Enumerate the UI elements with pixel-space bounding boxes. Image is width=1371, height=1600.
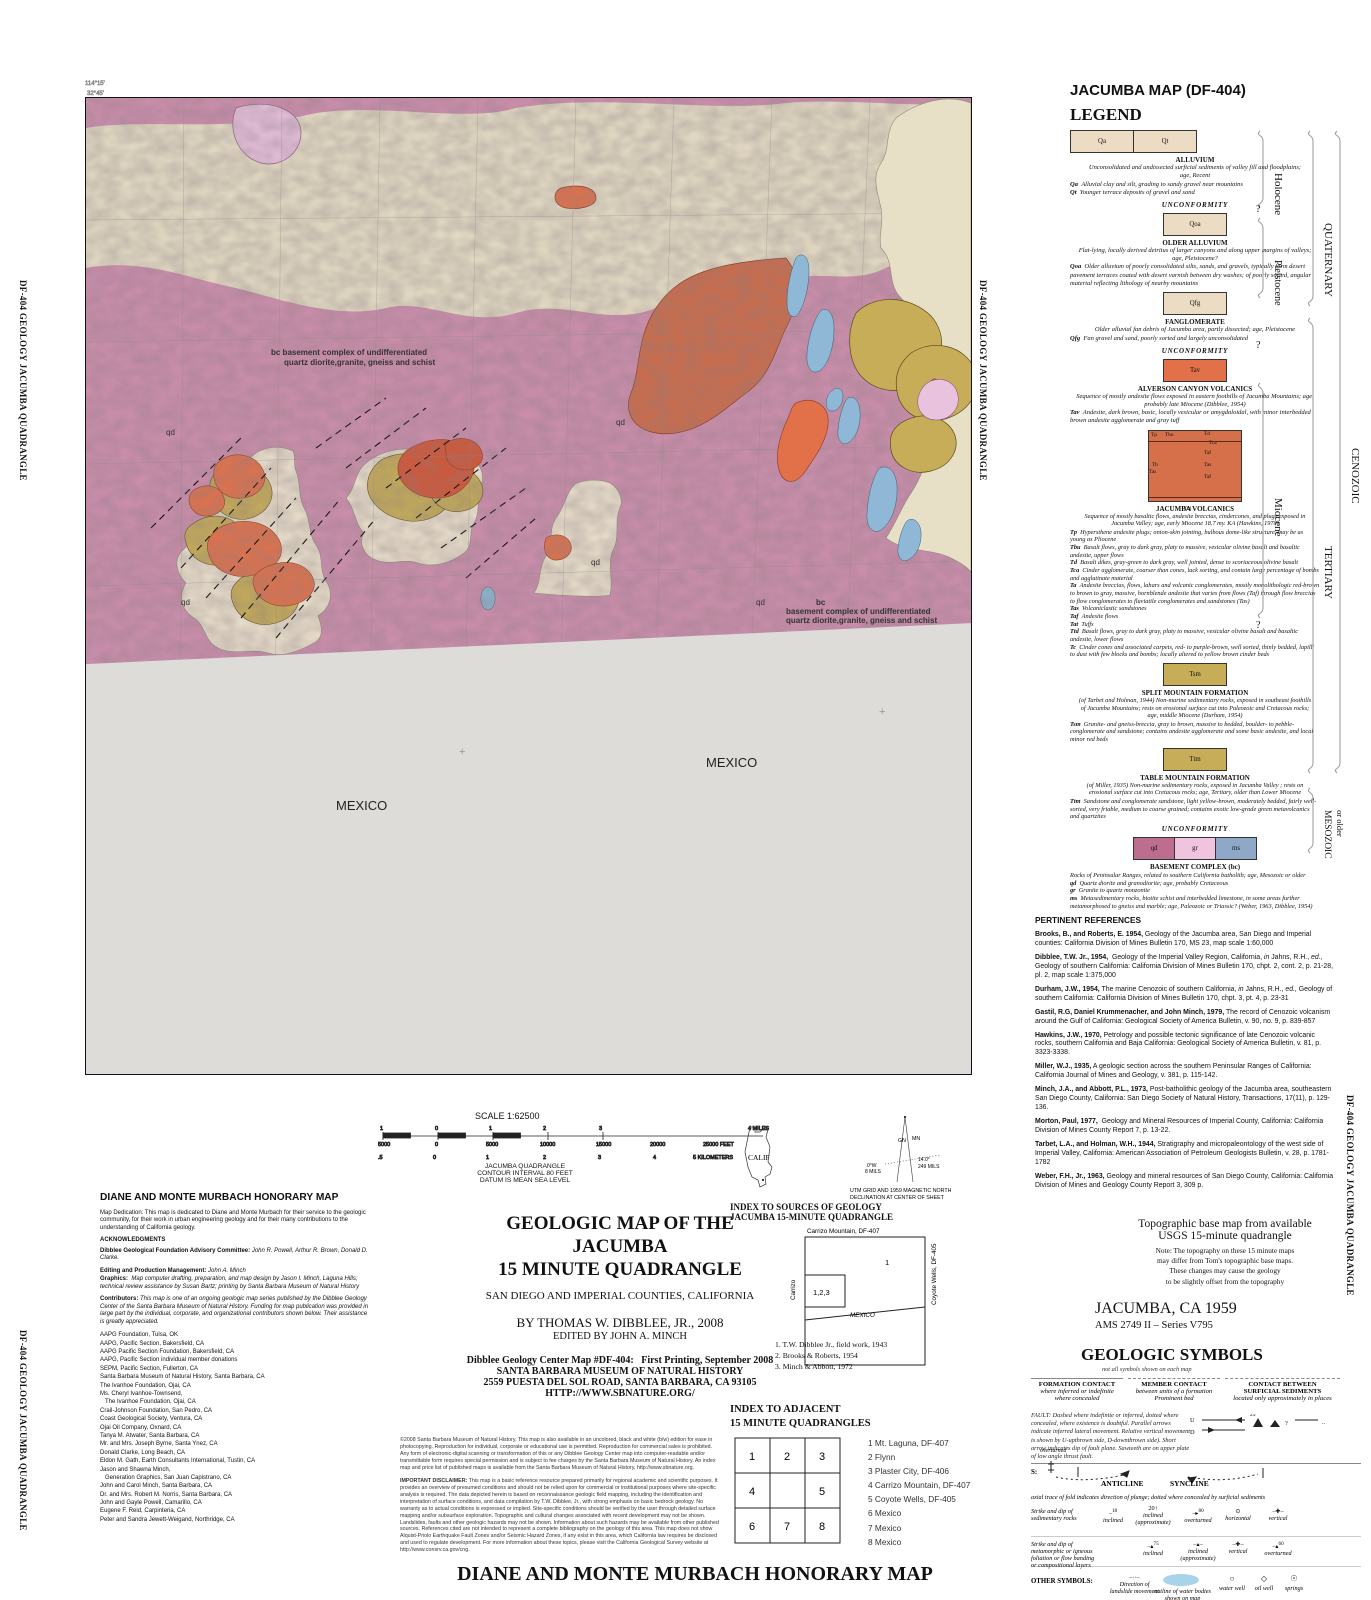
svg-text:15000: 15000 [596,1142,611,1148]
svg-text:.5: .5 [378,1155,383,1161]
svg-text:UTM GRID AND 1959 MAGNETIC NOR: UTM GRID AND 1959 MAGNETIC NORTH [850,1188,952,1194]
svg-text:..: .. [1322,1419,1326,1426]
svg-text:1: 1 [749,1451,755,1463]
svg-text:5: 5 [819,1486,825,1498]
svg-text:2: 2 [784,1451,790,1463]
svg-text:20000: 20000 [650,1142,665,1148]
svg-text:CALIF: CALIF [748,1153,770,1162]
svg-text:Carrizo: Carrizo [790,1279,797,1300]
svg-text:QUATERNARY: QUATERNARY [1322,223,1334,297]
svg-text:MESOZOIC: MESOZOIC [1322,810,1332,859]
svg-text:Carrizo Mountain, DF-407: Carrizo Mountain, DF-407 [807,1228,880,1235]
svg-text:U: U [1190,1417,1195,1424]
svg-text:MN: MN [912,1136,920,1142]
svg-text:or older: or older [1335,810,1345,837]
svg-text:7: 7 [784,1521,790,1533]
svg-text:5 KILOMETERS: 5 KILOMETERS [693,1155,733,1161]
svg-text:?: ? [1285,1420,1288,1427]
svg-text:14.0°: 14.0° [918,1157,930,1163]
svg-text:3: 3 [819,1451,825,1463]
svg-text:4: 4 [653,1155,656,1161]
svg-text:Miocene: Miocene [1272,498,1284,537]
svg-text:0: 0 [435,1126,438,1132]
svg-text:MEXICO: MEXICO [850,1312,875,1319]
svg-text:1: 1 [885,1258,889,1267]
svg-text:Coyote Wells, DF-405: Coyote Wells, DF-405 [931,1243,938,1305]
svg-text:?: ? [1256,340,1261,351]
svg-text:114°15': 114°15' [85,81,105,87]
svg-text:3: 3 [598,1155,601,1161]
svg-text:D: D [1190,1429,1195,1436]
svg-text:Holocene: Holocene [1272,173,1284,215]
svg-text:2: 2 [543,1126,546,1132]
svg-text:3: 3 [599,1126,602,1132]
svg-text:5000: 5000 [378,1142,390,1148]
svg-text:10000: 10000 [540,1142,555,1148]
svg-text:249 MILS: 249 MILS [918,1164,940,1170]
svg-text:?: ? [1256,620,1261,631]
svg-text:0: 0 [433,1155,436,1161]
svg-text:TERTIARY: TERTIARY [1322,546,1334,599]
svg-text:?: ? [1256,204,1261,215]
svg-text:1,2,3: 1,2,3 [813,1288,830,1297]
svg-text:2: 2 [543,1155,546,1161]
svg-text:1: 1 [489,1126,492,1132]
svg-text:DECLINATION AT CENTER OF SHEET: DECLINATION AT CENTER OF SHEET [850,1195,945,1201]
svg-text:GN: GN [898,1138,906,1144]
svg-text:6: 6 [749,1521,755,1533]
svg-text:4: 4 [749,1486,755,1498]
svg-text:1: 1 [380,1126,383,1132]
svg-text:25: 25 [1250,1414,1256,1418]
svg-text:8: 8 [819,1521,825,1533]
svg-text:1: 1 [486,1155,489,1161]
svg-text:Pleistocene: Pleistocene [1272,260,1283,306]
svg-text:CENOZOIC: CENOZOIC [1349,448,1361,504]
svg-text:5000: 5000 [486,1142,498,1148]
svg-text:0: 0 [435,1142,438,1148]
svg-text:8 MILS: 8 MILS [865,1169,882,1175]
